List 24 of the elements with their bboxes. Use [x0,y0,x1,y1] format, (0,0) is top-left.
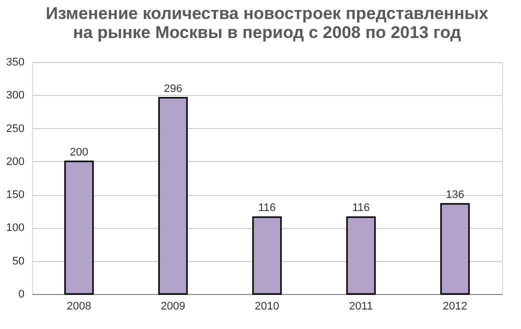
x-tick-label: 2011 [349,300,373,312]
data-label: 200 [70,146,88,158]
data-label: 116 [352,202,370,214]
data-label: 116 [258,202,276,214]
chart-title: Изменение количества новостроек представленных на рынке Москвы в период с 2008 по 2013 год [46,4,489,42]
bar [346,216,376,295]
bar [440,203,470,295]
y-tick-label: 350 [6,56,24,68]
bar [158,97,188,295]
data-label: 136 [446,188,464,201]
bar [64,160,94,295]
y-tick-label: 50 [12,255,24,268]
y-tick-label: 250 [6,122,24,135]
x-tick-label: 2012 [442,300,468,312]
y-tick-label: 0 [18,288,24,300]
y-tick-label: 200 [6,156,24,168]
x-tick-label: 2010 [254,300,280,312]
data-label: 296 [164,82,182,95]
y-tick-label: 100 [6,222,24,234]
x-tick-label: 2008 [66,300,92,312]
x-tick-label: 2009 [160,300,186,312]
bar [252,216,282,295]
y-tick-label: 300 [6,90,24,102]
y-tick-label: 150 [6,189,24,202]
